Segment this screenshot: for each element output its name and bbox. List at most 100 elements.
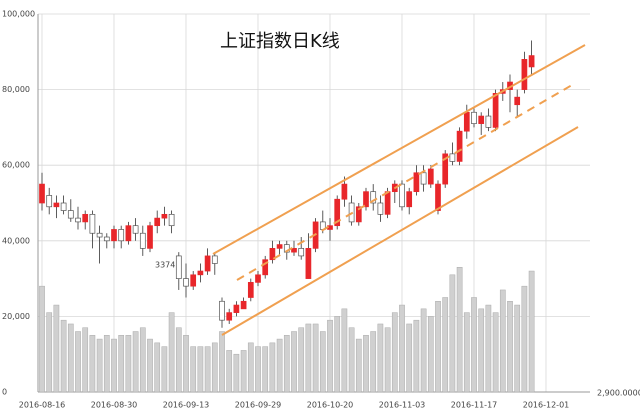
volume-bar	[305, 323, 312, 393]
volume-bar	[370, 331, 377, 393]
candle-body	[442, 153, 449, 185]
candle-body	[291, 248, 297, 253]
x-tick-label: 2016-09-13	[163, 401, 210, 410]
volume-bar	[168, 312, 175, 393]
volume-bar	[471, 297, 477, 393]
candle-body	[384, 191, 391, 215]
volume-bar	[391, 312, 398, 393]
channel-upper	[212, 44, 586, 255]
y-tick-label: 60,000	[2, 161, 30, 170]
candle-body	[67, 210, 74, 219]
volume-bar	[183, 335, 189, 393]
volume-bar	[291, 331, 297, 393]
candle-body	[219, 300, 225, 321]
volume-bar	[161, 346, 168, 393]
volume-bar	[348, 327, 355, 393]
candle-body	[478, 115, 485, 124]
candle-body	[521, 59, 528, 90]
candle-body	[240, 300, 247, 310]
volume-bar	[67, 323, 74, 393]
x-tick-label: 2016-09-29	[235, 401, 282, 410]
candle-body	[449, 153, 456, 162]
volume-bar	[125, 335, 132, 393]
y-tick-label: 20,000	[2, 312, 30, 321]
candle-body	[406, 191, 413, 208]
candle-body	[514, 96, 521, 106]
candle-body	[39, 183, 45, 204]
candle-body	[435, 183, 441, 211]
volume-bar	[377, 323, 384, 393]
volume-bar	[103, 335, 110, 393]
candle-body	[233, 304, 240, 313]
volume-bar	[262, 346, 269, 393]
candle-body	[298, 248, 305, 257]
candle-body	[53, 202, 60, 208]
volume-bar	[154, 342, 161, 393]
volume-bar	[478, 308, 485, 393]
volume-bar	[240, 350, 247, 393]
volume-bar	[75, 331, 81, 393]
chart-title: 上证指数日K线	[220, 31, 340, 52]
candle-body	[161, 213, 168, 219]
volume-bar	[492, 312, 499, 393]
candle-body	[103, 236, 110, 242]
channel-lower	[221, 126, 579, 336]
volume-bar	[485, 304, 492, 393]
candle-body	[456, 130, 463, 162]
candle-body	[132, 225, 139, 234]
channel-middle	[236, 84, 573, 281]
candle-body	[528, 55, 535, 68]
volume-bar	[219, 331, 225, 393]
y2-tick-label: 2,900.0000	[597, 389, 640, 398]
candle-body	[139, 232, 146, 249]
volume-bar	[255, 346, 261, 393]
candle-body	[118, 229, 125, 242]
volume-bar	[233, 353, 240, 393]
candle-body	[355, 206, 362, 223]
y-tick-label: 40,000	[2, 236, 30, 245]
volume-bar	[327, 319, 333, 393]
volume-bar	[190, 346, 197, 393]
volume-bar	[420, 308, 427, 393]
volume-bar	[60, 319, 67, 393]
volume-bar	[521, 285, 528, 393]
candle-body	[413, 172, 420, 193]
candle-body	[247, 282, 254, 298]
volume-bar	[499, 289, 506, 393]
volume-bar	[463, 312, 470, 393]
candle-body	[89, 213, 96, 234]
candle-body	[427, 168, 434, 185]
candle-body	[154, 217, 161, 227]
candle-body	[111, 229, 117, 242]
candle-body	[370, 191, 377, 204]
x-tick-label: 2016-10-20	[307, 401, 354, 410]
volume-bar	[46, 312, 53, 393]
volume-bar	[435, 301, 441, 393]
volume-bar	[111, 338, 117, 393]
volume-bar	[118, 335, 125, 393]
candle-body	[363, 191, 369, 208]
volume-bar	[53, 304, 60, 393]
candle-body	[46, 195, 53, 208]
candle-body	[269, 248, 276, 261]
candle-body	[226, 312, 233, 321]
volume-bar	[319, 331, 326, 393]
volume-bar	[399, 304, 405, 393]
volume-bar	[147, 338, 153, 393]
candle-body	[276, 244, 283, 249]
volume-bar	[89, 335, 96, 393]
volume-bar	[247, 342, 254, 393]
volume-bar	[406, 323, 413, 393]
candle-body	[471, 111, 477, 124]
volume-bar	[39, 285, 45, 393]
volume-bar	[269, 342, 276, 393]
volume-bar	[413, 319, 420, 393]
annotation: 3374	[155, 261, 175, 270]
volume-bar	[96, 338, 103, 393]
candle-body	[175, 255, 182, 279]
volume-bar	[139, 327, 146, 393]
volume-bar	[312, 323, 319, 393]
volume-bar	[442, 297, 449, 393]
candle-body	[420, 172, 427, 185]
volume-bar	[341, 308, 348, 393]
